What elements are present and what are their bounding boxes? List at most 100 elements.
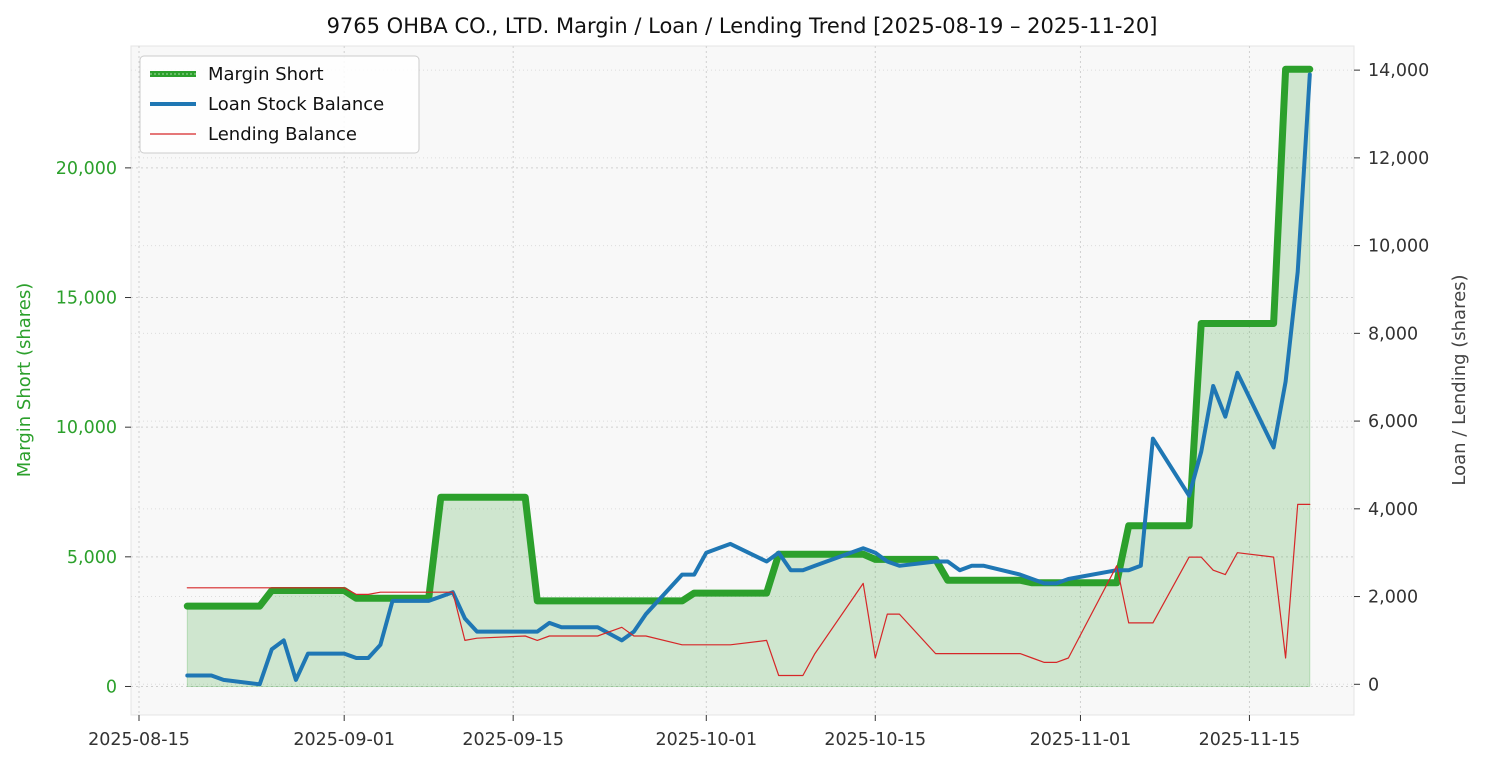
data-point-lending-balance	[344, 587, 345, 588]
data-point-loan-stock-balance	[1285, 381, 1286, 382]
data-point-loan-stock-balance	[778, 552, 779, 553]
data-point-margin-short	[223, 606, 224, 607]
left-y-tick-label: 0	[106, 677, 117, 697]
data-point-lending-balance	[271, 587, 272, 588]
data-point-lending-balance	[694, 644, 695, 645]
data-point-margin-short	[718, 593, 719, 594]
legend: Margin Short Loan Stock Balance Lending …	[139, 55, 420, 154]
data-point-margin-short	[1237, 323, 1238, 324]
x-tick-label: 2025-09-01	[293, 730, 395, 750]
data-point-loan-stock-balance	[1056, 583, 1057, 584]
data-point-margin-short	[549, 600, 550, 601]
data-point-lending-balance	[863, 583, 864, 584]
left-axis-title: Margin Short (shares)	[14, 283, 35, 478]
data-point-loan-stock-balance	[356, 657, 357, 658]
right-y-tick-label: 14,000	[1368, 61, 1429, 81]
series-line-margin-short	[183, 65, 1314, 610]
data-point-loan-stock-balance	[597, 627, 598, 628]
data-point-lending-balance	[633, 635, 634, 636]
data-point-lending-balance	[476, 638, 477, 639]
data-point-lending-balance	[730, 644, 731, 645]
data-point-margin-short	[537, 600, 538, 601]
data-point-loan-stock-balance	[983, 565, 984, 566]
data-point-loan-stock-balance	[1068, 578, 1069, 579]
data-point-loan-stock-balance	[295, 679, 296, 680]
data-point-margin-short	[307, 590, 308, 591]
data-point-lending-balance	[706, 644, 707, 645]
data-point-margin-short	[730, 593, 731, 594]
data-point-margin-short	[440, 497, 441, 498]
data-point-margin-short	[802, 554, 803, 555]
data-point-lending-balance	[983, 653, 984, 654]
data-point-lending-balance	[1140, 622, 1141, 623]
data-point-lending-balance	[561, 635, 562, 636]
axes: 2025-08-15 2025-09-01 2025-09-15 2025-10-01…	[56, 61, 1429, 750]
right-y-tick-label: 12,000	[1368, 149, 1429, 169]
data-point-margin-short	[1140, 525, 1141, 526]
data-point-lending-balance	[525, 635, 526, 636]
series-line-loan-stock-balance	[185, 72, 1312, 687]
data-point-lending-balance	[645, 635, 646, 636]
data-point-lending-balance	[211, 587, 212, 588]
data-point-margin-short	[1225, 323, 1226, 324]
data-point-loan-stock-balance	[899, 565, 900, 566]
data-point-lending-balance	[1201, 557, 1202, 558]
data-point-margin-short	[863, 554, 864, 555]
right-y-tick-label: 0	[1368, 675, 1379, 695]
data-point-lending-balance	[283, 587, 284, 588]
data-point-lending-balance	[1056, 662, 1057, 663]
data-point-lending-balance	[392, 592, 393, 593]
data-point-lending-balance	[814, 653, 815, 654]
data-point-loan-stock-balance	[549, 622, 550, 623]
x-tick-label: 2025-10-15	[824, 730, 926, 750]
data-point-margin-short	[464, 497, 465, 498]
data-point-loan-stock-balance	[802, 570, 803, 571]
data-point-loan-stock-balance	[1020, 574, 1021, 575]
data-point-margin-short	[1116, 582, 1117, 583]
data-point-lending-balance	[1044, 662, 1045, 663]
data-point-loan-stock-balance	[1297, 271, 1298, 272]
data-point-loan-stock-balance	[887, 561, 888, 562]
series-lines	[183, 65, 1314, 687]
left-y-tick-label: 10,000	[56, 418, 117, 438]
data-point-margin-short	[1189, 525, 1190, 526]
right-y-tick-label: 6,000	[1368, 412, 1418, 432]
data-point-loan-stock-balance	[875, 552, 876, 553]
data-point-margin-short	[814, 554, 815, 555]
data-point-loan-stock-balance	[561, 627, 562, 628]
series-line-lending-balance	[186, 503, 1311, 677]
data-point-lending-balance	[1116, 565, 1117, 566]
x-tick-label: 2025-10-01	[655, 730, 757, 750]
data-point-lending-balance	[802, 675, 803, 676]
data-point-loan-stock-balance	[1225, 416, 1226, 417]
legend-label-margin-short: Margin Short	[208, 64, 324, 85]
data-point-loan-stock-balance	[307, 653, 308, 654]
chart-title: 9765 OHBA CO., LTD. Margin / Loan / Lend…	[327, 14, 1158, 38]
right-y-tick-label: 10,000	[1368, 237, 1429, 257]
data-point-lending-balance	[778, 675, 779, 676]
data-point-margin-short	[971, 580, 972, 581]
data-point-lending-balance	[947, 653, 948, 654]
data-point-margin-short	[1273, 323, 1274, 324]
data-point-loan-stock-balance	[718, 548, 719, 549]
x-tick-label: 2025-08-15	[88, 730, 190, 750]
data-point-loan-stock-balance	[525, 631, 526, 632]
data-point-lending-balance	[887, 614, 888, 615]
data-point-lending-balance	[597, 635, 598, 636]
data-point-margin-short	[525, 497, 526, 498]
data-point-margin-short	[1213, 323, 1214, 324]
data-point-lending-balance	[368, 594, 369, 595]
data-point-lending-balance	[1128, 622, 1129, 623]
data-point-loan-stock-balance	[1213, 385, 1214, 386]
data-point-margin-short	[790, 554, 791, 555]
data-point-margin-short	[947, 580, 948, 581]
right-y-tick-label: 8,000	[1368, 324, 1418, 344]
data-point-lending-balance	[187, 587, 188, 588]
data-point-margin-short	[1068, 582, 1069, 583]
legend-label-loan-stock-balance: Loan Stock Balance	[208, 94, 384, 115]
data-point-margin-short	[295, 590, 296, 591]
right-y-tick-label: 2,000	[1368, 588, 1418, 608]
data-point-lending-balance	[875, 657, 876, 658]
data-point-margin-short	[1152, 525, 1153, 526]
